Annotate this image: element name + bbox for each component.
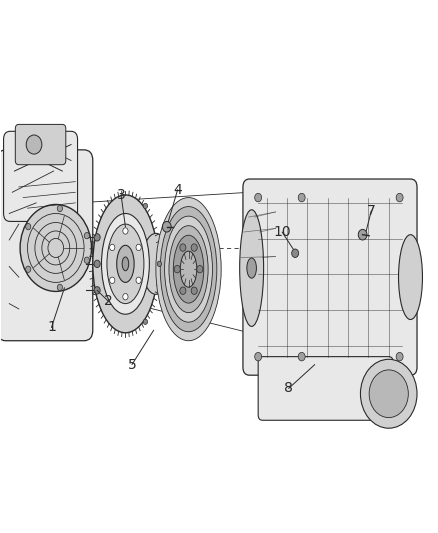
Circle shape — [180, 287, 186, 294]
Circle shape — [123, 228, 128, 234]
Text: 3: 3 — [117, 188, 125, 202]
Ellipse shape — [180, 251, 197, 287]
Circle shape — [254, 193, 261, 202]
Circle shape — [57, 205, 63, 212]
Circle shape — [110, 277, 115, 284]
Ellipse shape — [122, 257, 129, 271]
Circle shape — [110, 244, 115, 251]
Circle shape — [191, 287, 197, 294]
Circle shape — [298, 193, 305, 202]
Circle shape — [298, 352, 305, 361]
Circle shape — [25, 266, 31, 272]
Ellipse shape — [117, 245, 134, 282]
Text: 2: 2 — [104, 294, 113, 308]
Circle shape — [26, 135, 42, 154]
Circle shape — [20, 205, 92, 292]
Circle shape — [292, 249, 299, 257]
Ellipse shape — [160, 207, 217, 332]
Ellipse shape — [107, 224, 144, 304]
Text: 1: 1 — [47, 320, 56, 335]
FancyBboxPatch shape — [243, 179, 417, 375]
Ellipse shape — [165, 216, 212, 322]
Circle shape — [157, 261, 162, 266]
Circle shape — [94, 287, 100, 294]
Circle shape — [174, 265, 180, 273]
Text: 10: 10 — [273, 225, 291, 239]
Circle shape — [369, 370, 408, 418]
Ellipse shape — [169, 225, 208, 313]
Circle shape — [191, 244, 197, 251]
Ellipse shape — [173, 235, 204, 303]
Circle shape — [57, 284, 63, 290]
Circle shape — [396, 352, 403, 361]
Circle shape — [25, 223, 31, 230]
Circle shape — [358, 229, 367, 240]
Text: 4: 4 — [173, 183, 182, 197]
Circle shape — [254, 352, 261, 361]
FancyBboxPatch shape — [258, 357, 393, 420]
Ellipse shape — [247, 258, 256, 278]
Circle shape — [84, 232, 89, 239]
Circle shape — [197, 265, 203, 273]
Ellipse shape — [142, 233, 170, 294]
Circle shape — [123, 294, 128, 300]
Circle shape — [94, 260, 100, 268]
Text: 5: 5 — [127, 358, 136, 372]
FancyBboxPatch shape — [4, 131, 78, 221]
Circle shape — [94, 233, 100, 241]
FancyBboxPatch shape — [15, 124, 66, 165]
Circle shape — [136, 244, 141, 251]
Ellipse shape — [240, 210, 264, 326]
Circle shape — [162, 221, 171, 232]
Circle shape — [360, 359, 417, 428]
Circle shape — [143, 319, 148, 325]
Circle shape — [136, 277, 141, 284]
FancyBboxPatch shape — [0, 150, 93, 341]
Text: 7: 7 — [367, 204, 376, 218]
Circle shape — [84, 257, 89, 263]
Ellipse shape — [399, 235, 423, 319]
Text: 8: 8 — [284, 382, 293, 395]
Ellipse shape — [156, 198, 221, 341]
Circle shape — [396, 193, 403, 202]
Ellipse shape — [102, 214, 149, 314]
Ellipse shape — [93, 195, 158, 333]
Circle shape — [180, 244, 186, 251]
Circle shape — [143, 203, 148, 208]
